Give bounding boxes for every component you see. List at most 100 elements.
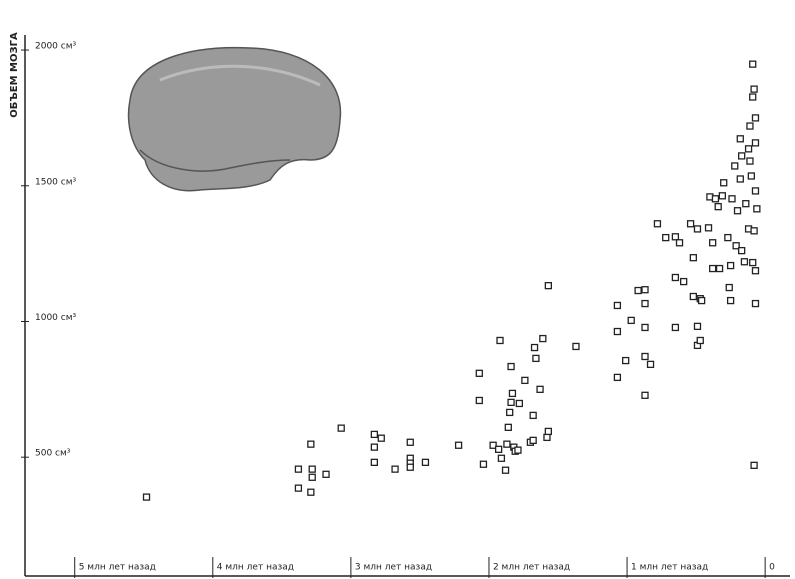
data-point	[377, 434, 385, 442]
data-point	[646, 360, 655, 369]
data-point	[641, 352, 649, 361]
y-axis-label: ОБЪЕМ МОЗГА	[9, 32, 20, 118]
data-point	[675, 239, 684, 247]
data-point	[641, 323, 649, 332]
data-point	[641, 299, 649, 308]
data-point	[307, 488, 315, 496]
data-point	[496, 336, 504, 345]
data-point	[142, 493, 151, 501]
data-point	[680, 277, 688, 286]
data-point	[751, 187, 760, 195]
x-tick-label: 1 млн лет назад	[631, 563, 708, 573]
data-point	[671, 273, 680, 282]
y-tick-label: 500 см³	[35, 449, 71, 459]
data-point	[662, 233, 670, 242]
data-point	[728, 195, 736, 203]
data-point	[475, 369, 483, 377]
x-tick-label: 5 млн лет назад	[79, 563, 156, 573]
data-point	[514, 446, 522, 454]
data-point	[475, 396, 483, 405]
data-point	[507, 362, 515, 371]
data-point	[744, 145, 753, 153]
data-point	[720, 179, 728, 187]
data-point	[622, 356, 630, 365]
data-point	[506, 408, 514, 417]
data-point	[322, 470, 330, 478]
data-point	[536, 385, 544, 393]
data-point	[711, 195, 720, 203]
data-point	[731, 162, 739, 170]
data-point	[543, 433, 551, 442]
data-point	[406, 463, 414, 471]
brain-illustration	[127, 46, 342, 192]
data-point	[508, 389, 517, 398]
data-point	[736, 175, 744, 183]
data-point	[521, 376, 529, 385]
data-point	[749, 60, 757, 68]
data-point	[406, 438, 414, 446]
data-point	[308, 465, 316, 473]
data-point	[753, 205, 761, 213]
data-point	[497, 454, 506, 462]
data-point	[529, 411, 537, 420]
data-point	[740, 258, 749, 266]
data-point	[370, 443, 379, 451]
y-tick-label: 1000 см³	[35, 313, 77, 323]
data-point	[726, 261, 735, 270]
data-point	[544, 281, 552, 290]
data-point	[749, 93, 757, 101]
data-point	[627, 316, 635, 325]
x-tick-label: 0	[769, 563, 775, 573]
data-point	[503, 440, 511, 448]
data-point	[751, 267, 760, 275]
data-point	[671, 323, 680, 332]
x-tick-label: 4 млн лет назад	[217, 563, 294, 573]
data-point	[641, 391, 649, 399]
data-point	[532, 354, 540, 363]
data-point	[724, 233, 732, 242]
data-point	[697, 296, 706, 305]
data-point	[696, 336, 704, 345]
y-tick-label: 1500 см³	[35, 177, 77, 187]
data-point	[704, 224, 713, 232]
data-point	[479, 460, 488, 468]
data-point	[489, 441, 497, 449]
data-point	[671, 233, 680, 241]
data-point	[337, 424, 345, 432]
data-point	[613, 301, 622, 310]
data-point	[421, 458, 430, 467]
data-point	[751, 114, 760, 122]
data-point	[544, 427, 552, 436]
data-point	[530, 343, 539, 352]
data-point	[686, 220, 695, 228]
data-point	[693, 225, 702, 233]
data-point	[725, 283, 733, 292]
data-point	[294, 465, 303, 473]
data-point	[747, 172, 755, 180]
data-point	[689, 254, 697, 262]
data-point	[507, 398, 515, 407]
data-point	[539, 334, 547, 343]
data-point	[750, 227, 758, 235]
data-point	[515, 399, 524, 408]
data-point	[454, 441, 463, 449]
data-point	[693, 322, 702, 331]
data-point	[726, 296, 735, 305]
data-point	[746, 157, 754, 165]
data-point	[391, 465, 399, 473]
data-point	[750, 85, 758, 93]
data-point	[750, 461, 758, 469]
data-point	[746, 122, 754, 130]
data-point	[613, 373, 622, 382]
data-point	[613, 327, 622, 336]
data-point	[751, 299, 760, 308]
data-point	[653, 220, 662, 228]
data-point	[641, 286, 649, 294]
data-point	[504, 423, 512, 431]
data-point	[572, 342, 580, 351]
data-point	[370, 458, 379, 467]
data-point	[738, 152, 746, 160]
data-point	[714, 203, 722, 211]
data-point	[742, 200, 750, 208]
data-point	[718, 192, 726, 200]
